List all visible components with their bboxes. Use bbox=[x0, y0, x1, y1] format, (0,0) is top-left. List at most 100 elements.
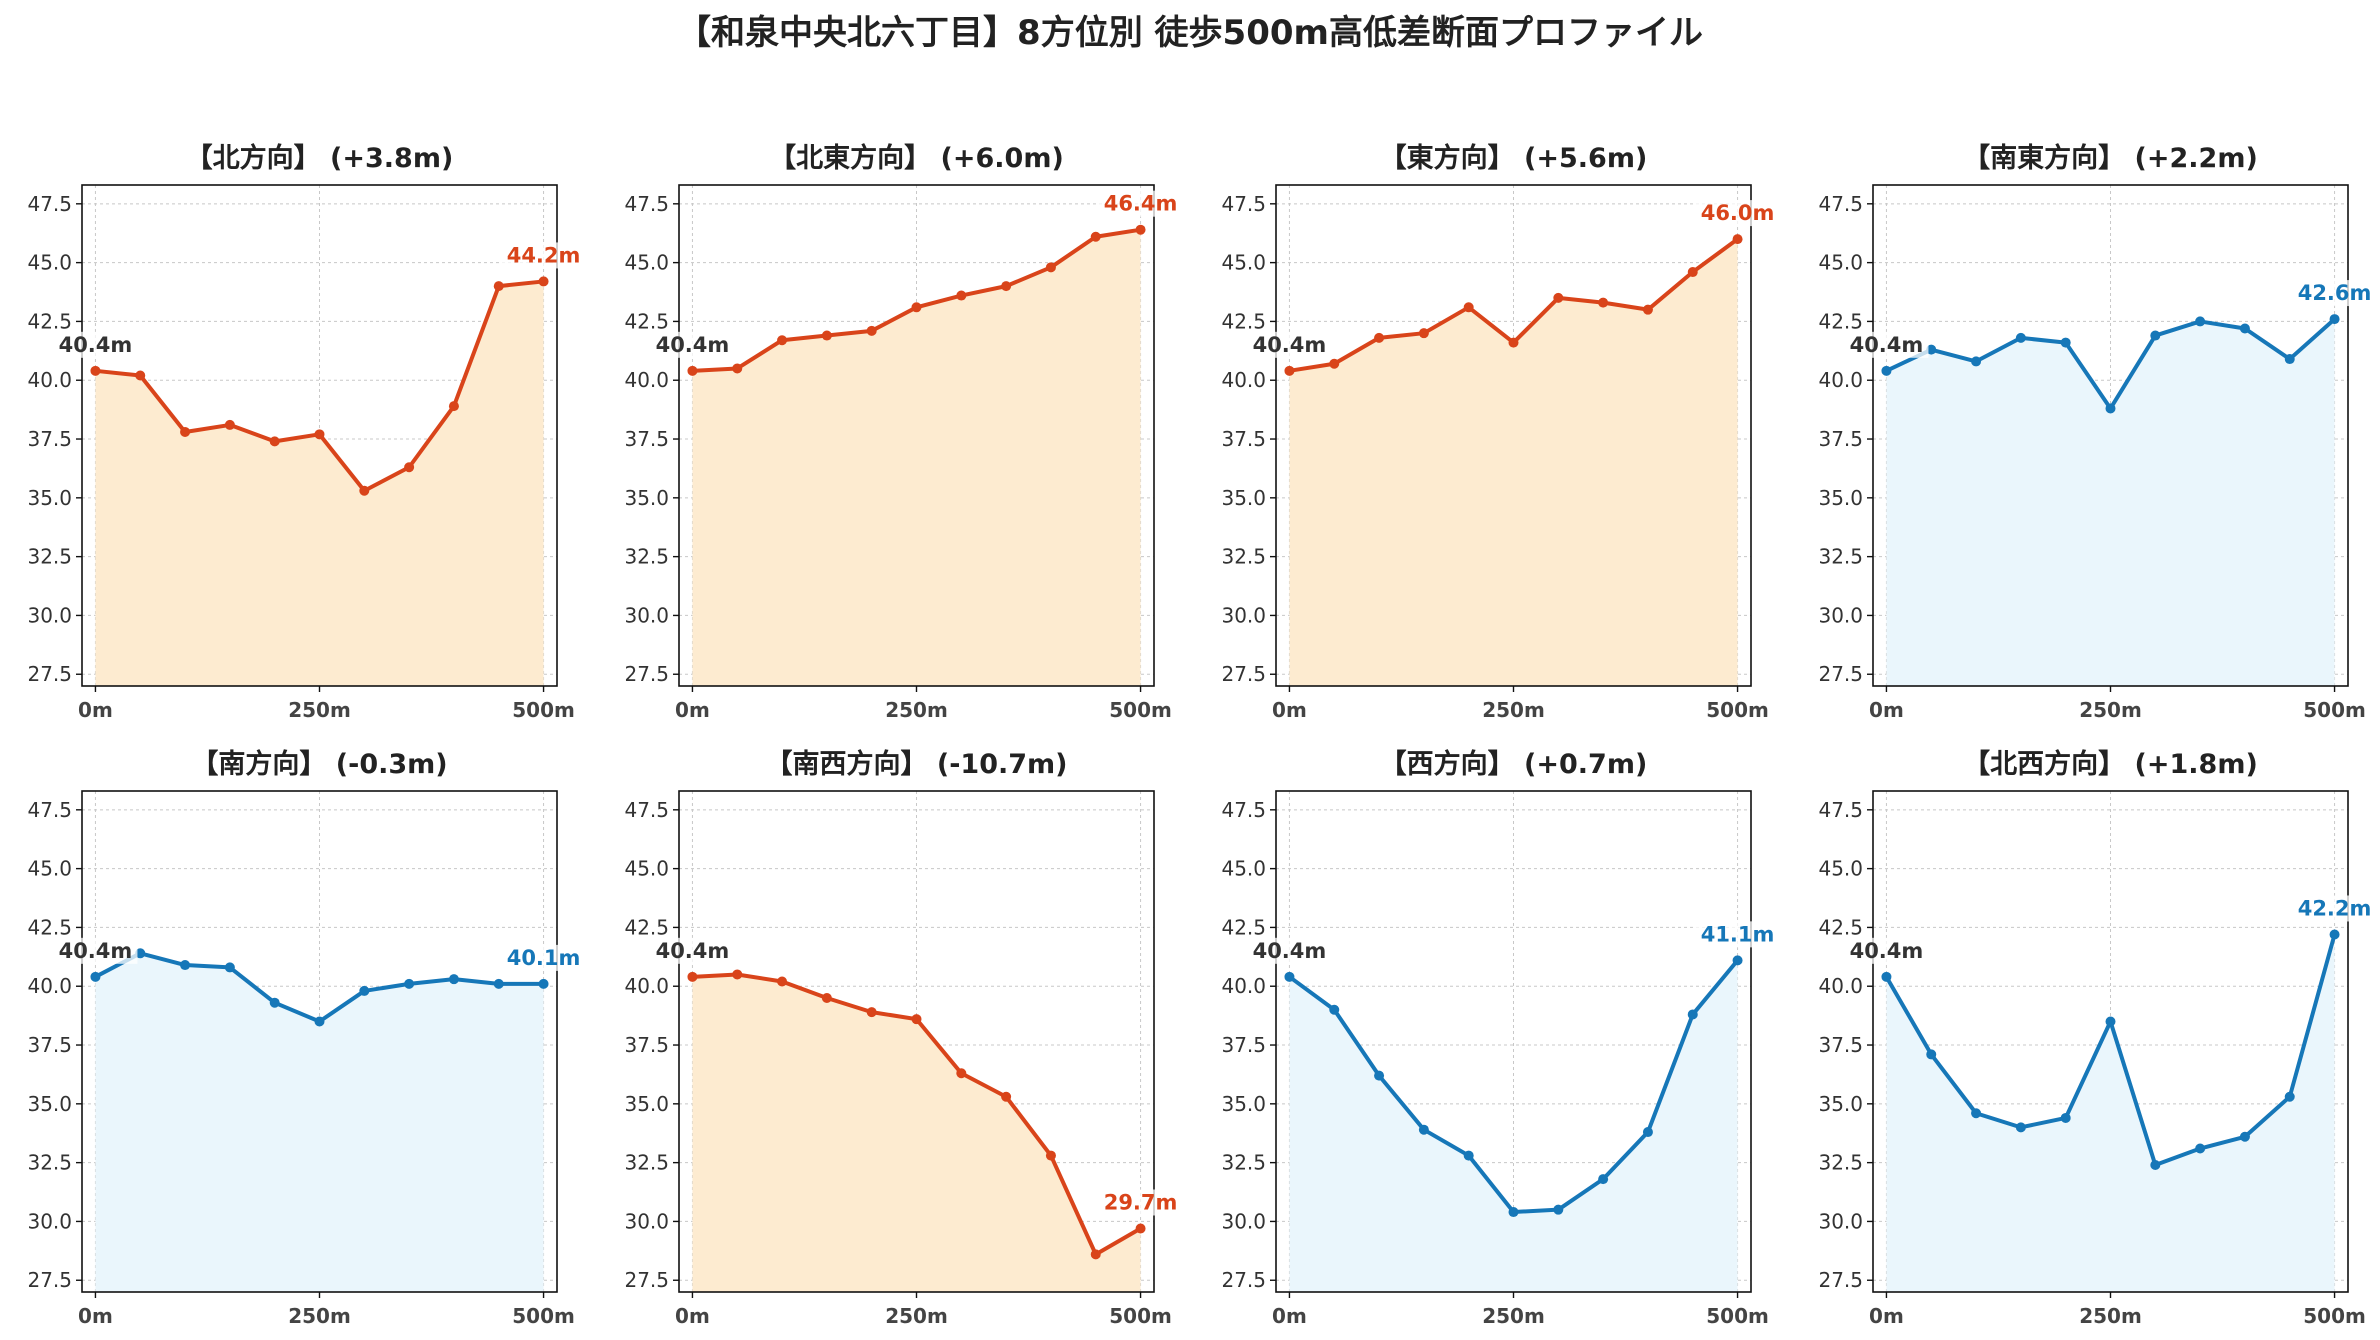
y-tick-label: 27.5 bbox=[27, 662, 72, 686]
end-label: 46.4m bbox=[1104, 192, 1178, 216]
data-point bbox=[911, 302, 922, 313]
x-tick-label: 500m bbox=[512, 698, 575, 722]
y-tick-label: 32.5 bbox=[1221, 545, 1266, 569]
y-tick-label: 27.5 bbox=[27, 1268, 72, 1292]
y-tick-label: 40.0 bbox=[1818, 974, 1863, 998]
data-point bbox=[1687, 1009, 1698, 1020]
y-tick-label: 42.5 bbox=[27, 309, 72, 333]
data-point bbox=[1598, 297, 1609, 308]
x-tick-label: 250m bbox=[288, 698, 351, 722]
data-point bbox=[2239, 323, 2250, 334]
data-point bbox=[1001, 1091, 1012, 1102]
chart-panel-1: 【北方向】 (+3.8m) 27.5 30.0 32.5 35.0 37.5 40.0 42.… bbox=[27, 142, 586, 722]
data-point bbox=[2329, 929, 2340, 940]
panel-title: 【北方向】 (+3.8m) bbox=[186, 142, 454, 174]
data-point bbox=[493, 281, 504, 292]
data-point bbox=[90, 365, 101, 376]
data-point bbox=[1418, 328, 1429, 339]
data-point bbox=[821, 992, 832, 1003]
chart-panel-4: 【南東方向】 (+2.2m) 27.5 30.0 32.5 35.0 37.5 40.0 42… bbox=[1818, 142, 2377, 722]
panel-title: 【東方向】 (+5.6m) bbox=[1380, 142, 1648, 174]
x-tick-label: 500m bbox=[512, 1304, 575, 1328]
chart-panel-6: 【南西方向】 (-10.7m) 27.5 30.0 32.5 35.0 37.5 40.0 4… bbox=[624, 748, 1183, 1328]
start-label-bg bbox=[650, 331, 735, 358]
x-tick-label: 0m bbox=[78, 698, 113, 722]
data-point bbox=[538, 978, 549, 989]
start-label-bg bbox=[53, 331, 138, 358]
data-point bbox=[2195, 1143, 2206, 1154]
y-tick-label: 30.0 bbox=[624, 603, 669, 627]
data-point bbox=[269, 436, 280, 447]
y-tick-label: 27.5 bbox=[1221, 662, 1266, 686]
end-label-bg bbox=[2292, 895, 2377, 922]
area-fill bbox=[1886, 319, 2335, 686]
data-point bbox=[1135, 1223, 1146, 1234]
data-point bbox=[1374, 1070, 1385, 1081]
data-point bbox=[1553, 1204, 1564, 1215]
data-point bbox=[1508, 337, 1519, 348]
end-label-bg bbox=[501, 242, 586, 269]
area-fill bbox=[1289, 960, 1738, 1292]
data-point bbox=[1642, 1127, 1653, 1138]
data-point bbox=[1598, 1174, 1609, 1185]
x-tick-label: 0m bbox=[78, 1304, 113, 1328]
x-tick-label: 0m bbox=[675, 698, 710, 722]
panel-title: 【北東方向】 (+6.0m) bbox=[769, 142, 1064, 174]
x-tick-label: 500m bbox=[2303, 1304, 2366, 1328]
data-point bbox=[1418, 1124, 1429, 1135]
data-point bbox=[2015, 1122, 2026, 1133]
data-point bbox=[135, 370, 146, 381]
start-label-bg bbox=[53, 937, 138, 964]
data-point bbox=[224, 962, 235, 973]
x-tick-label: 0m bbox=[1272, 1304, 1307, 1328]
y-tick-label: 47.5 bbox=[27, 192, 72, 216]
x-tick-label: 0m bbox=[1869, 1304, 1904, 1328]
y-tick-label: 45.0 bbox=[27, 251, 72, 275]
data-point bbox=[2239, 1131, 2250, 1142]
y-tick-label: 30.0 bbox=[1818, 1209, 1863, 1233]
data-point bbox=[1642, 304, 1653, 315]
y-tick-label: 45.0 bbox=[1221, 857, 1266, 881]
y-tick-label: 37.5 bbox=[27, 427, 72, 451]
y-tick-label: 32.5 bbox=[27, 1151, 72, 1175]
data-point bbox=[404, 462, 415, 473]
panel-title: 【北西方向】 (+1.8m) bbox=[1963, 748, 2258, 780]
y-tick-label: 32.5 bbox=[1818, 545, 1863, 569]
data-point bbox=[956, 1068, 967, 1079]
data-point bbox=[1732, 955, 1743, 966]
y-tick-label: 45.0 bbox=[27, 857, 72, 881]
end-label: 42.2m bbox=[2298, 896, 2372, 920]
data-point bbox=[821, 330, 832, 341]
data-point bbox=[538, 276, 549, 287]
start-label: 40.4m bbox=[1850, 333, 1924, 357]
y-tick-label: 32.5 bbox=[624, 545, 669, 569]
chart-panel-7: 【西方向】 (+0.7m) 27.5 30.0 32.5 35.0 37.5 40.0 42.… bbox=[1221, 748, 1780, 1328]
data-point bbox=[1926, 344, 1937, 355]
y-tick-label: 42.5 bbox=[1818, 309, 1863, 333]
y-tick-label: 27.5 bbox=[1221, 1268, 1266, 1292]
data-point bbox=[956, 290, 967, 301]
y-tick-label: 37.5 bbox=[1818, 427, 1863, 451]
start-label-bg bbox=[1247, 331, 1332, 358]
start-label: 40.4m bbox=[59, 939, 133, 963]
x-tick-label: 250m bbox=[288, 1304, 351, 1328]
y-tick-label: 27.5 bbox=[624, 662, 669, 686]
panel-title: 【西方向】 (+0.7m) bbox=[1380, 748, 1648, 780]
x-tick-label: 250m bbox=[1482, 698, 1545, 722]
y-tick-label: 30.0 bbox=[1221, 603, 1266, 627]
data-point bbox=[269, 997, 280, 1008]
y-tick-label: 32.5 bbox=[1818, 1151, 1863, 1175]
data-point bbox=[1881, 971, 1892, 982]
end-label-bg bbox=[501, 944, 586, 971]
y-tick-label: 42.5 bbox=[624, 915, 669, 939]
y-tick-label: 40.0 bbox=[1221, 974, 1266, 998]
y-tick-label: 45.0 bbox=[1818, 857, 1863, 881]
y-tick-label: 35.0 bbox=[1818, 1092, 1863, 1116]
y-tick-label: 37.5 bbox=[1818, 1033, 1863, 1057]
data-point bbox=[1881, 365, 1892, 376]
data-point bbox=[1508, 1207, 1519, 1218]
y-tick-label: 30.0 bbox=[27, 1209, 72, 1233]
area-fill bbox=[95, 281, 544, 686]
y-tick-label: 37.5 bbox=[27, 1033, 72, 1057]
end-label: 29.7m bbox=[1104, 1190, 1178, 1214]
